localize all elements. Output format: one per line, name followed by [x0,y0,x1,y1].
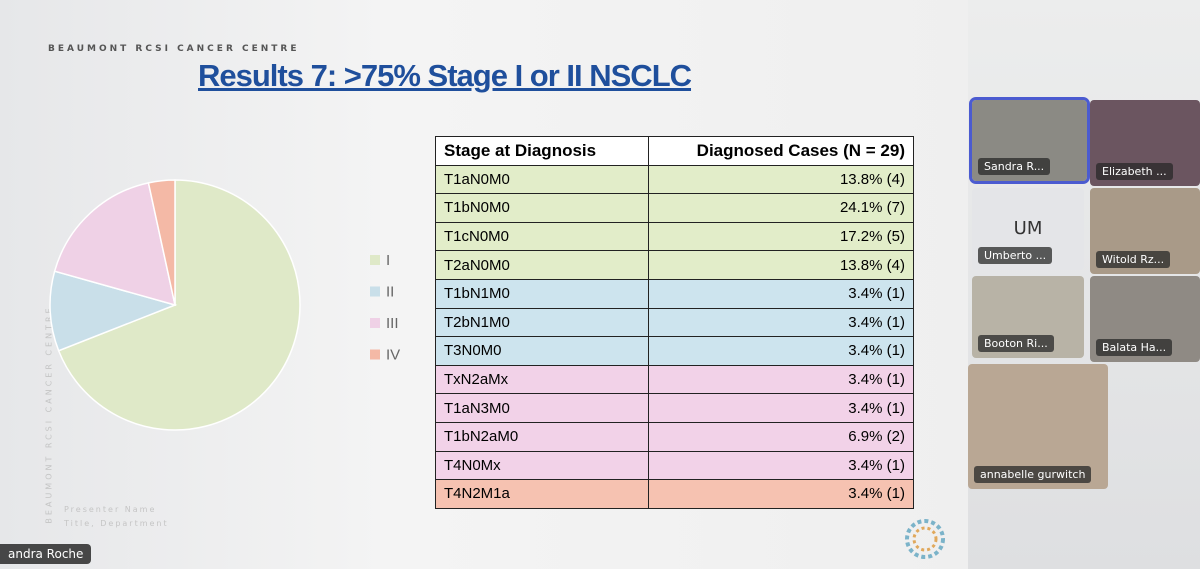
cases-cell: 3.4% (1) [648,393,914,423]
pie-slice [49,270,178,352]
table-row: T1bN2aM0 6.9% (2) [435,421,914,452]
participant-name: Balata Ha... [1096,339,1173,356]
legend-label: I [386,252,390,269]
table-row: TxN2aMx 3.4% (1) [435,364,914,395]
footer-text: Title, Department [64,519,169,528]
participant-name: Umberto ... [978,247,1053,264]
table-row: T3N0M0 3.4% (1) [435,336,914,366]
stage-cell: T2bN1M0 [435,307,649,338]
slide: BEAUMONT RCSI CANCER CENTRE Results 7: >… [0,0,968,569]
stage-cell: T1aN0M0 [435,164,649,195]
cases-cell: 3.4% (1) [648,479,914,509]
participant-name: Sandra R... [978,158,1051,175]
table-row: T1aN3M0 3.4% (1) [435,393,914,423]
table-row: T4N0Mx 3.4% (1) [435,450,914,481]
legend-label: III [386,315,399,332]
participant-name: Elizabeth ... [1096,163,1173,180]
table-row: T1cN0M0 17.2% (5) [435,221,914,252]
header-row: Stage at Diagnosis Diagnosed Cases (N = 2… [435,136,914,166]
participant-name: Witold Rz... [1096,251,1171,268]
participant-tile: Sandra R... [969,97,1090,184]
slide-org: BEAUMONT RCSI CANCER CENTRE [48,44,300,54]
legend-swatch [370,349,380,360]
legend-label: II [386,284,394,301]
cases-cell: 13.8% (4) [648,250,914,280]
presenter-name: andra Roche [0,544,92,564]
cases-cell: 3.4% (1) [648,307,914,338]
participant-tile: UM Umberto ... [972,188,1084,270]
table-row: T2bN1M0 3.4% (1) [435,307,914,338]
participant-name: Booton Ri... [978,335,1054,352]
participant-initials: UM [1013,218,1043,239]
participant-tile: annabelle gurwitch [968,364,1108,489]
header-cell: Stage at Diagnosis [435,136,649,166]
cases-cell: 13.8% (4) [648,164,914,195]
footer-text: Presenter Name [64,505,157,514]
stage-cell: TxN2aMx [435,364,649,395]
participant-tile: Elizabeth ... [1090,100,1200,186]
participant-tile: Booton Ri... [972,276,1084,358]
pie-slice [57,179,301,431]
participants-panel: Sandra R... Elizabeth ... UM Umberto ... Wit… [968,0,1200,569]
cases-cell: 24.1% (7) [648,193,914,223]
stage-cell: T3N0M0 [435,336,649,366]
header-cell: Diagnosed Cases (N = 29) [648,136,914,166]
stage-cell: T4N2M1a [435,479,649,509]
legend-swatch [370,286,380,297]
slide-title: Results 7: >75% Stage I or II NSCLC [198,58,692,93]
cases-cell: 6.9% (2) [648,421,914,452]
pie-slice [53,181,176,307]
stage-cell: T2aN0M0 [435,250,649,280]
cases-cell: 3.4% (1) [648,278,914,309]
participant-tile: Balata Ha... [1090,276,1200,362]
cases-cell: 3.4% (1) [648,336,914,366]
legend-swatch [370,318,380,328]
stage-cell: T1aN3M0 [435,393,649,423]
stage-cell: T1bN0M0 [435,193,649,223]
cases-cell: 17.2% (5) [648,221,914,252]
stage-cell: T1bN2aM0 [435,421,649,452]
pie-slice [147,179,176,306]
stage-cell: T1cN0M0 [435,221,649,252]
legend-label: IV [386,347,400,364]
table-row: T1aN0M0 13.8% (4) [435,164,914,195]
cases-cell: 3.4% (1) [648,450,914,481]
results-table: Stage at Diagnosis Diagnosed Cases (N = 2… [435,136,914,509]
stage-cell: T4N0Mx [435,450,649,481]
stage-cell: T1bN1M0 [435,278,649,309]
legend-swatch [370,255,380,265]
table-row: T4N2M1a 3.4% (1) [435,479,914,509]
table-row: T1bN1M0 3.4% (1) [435,278,914,309]
participant-tile: Witold Rz... [1090,188,1200,274]
table-row: T1bN0M0 24.1% (7) [435,193,914,223]
table-row: T2aN0M0 13.8% (4) [435,250,914,280]
logo [905,519,945,559]
cases-cell: 3.4% (1) [648,364,914,395]
participant-name: annabelle gurwitch [974,466,1092,483]
